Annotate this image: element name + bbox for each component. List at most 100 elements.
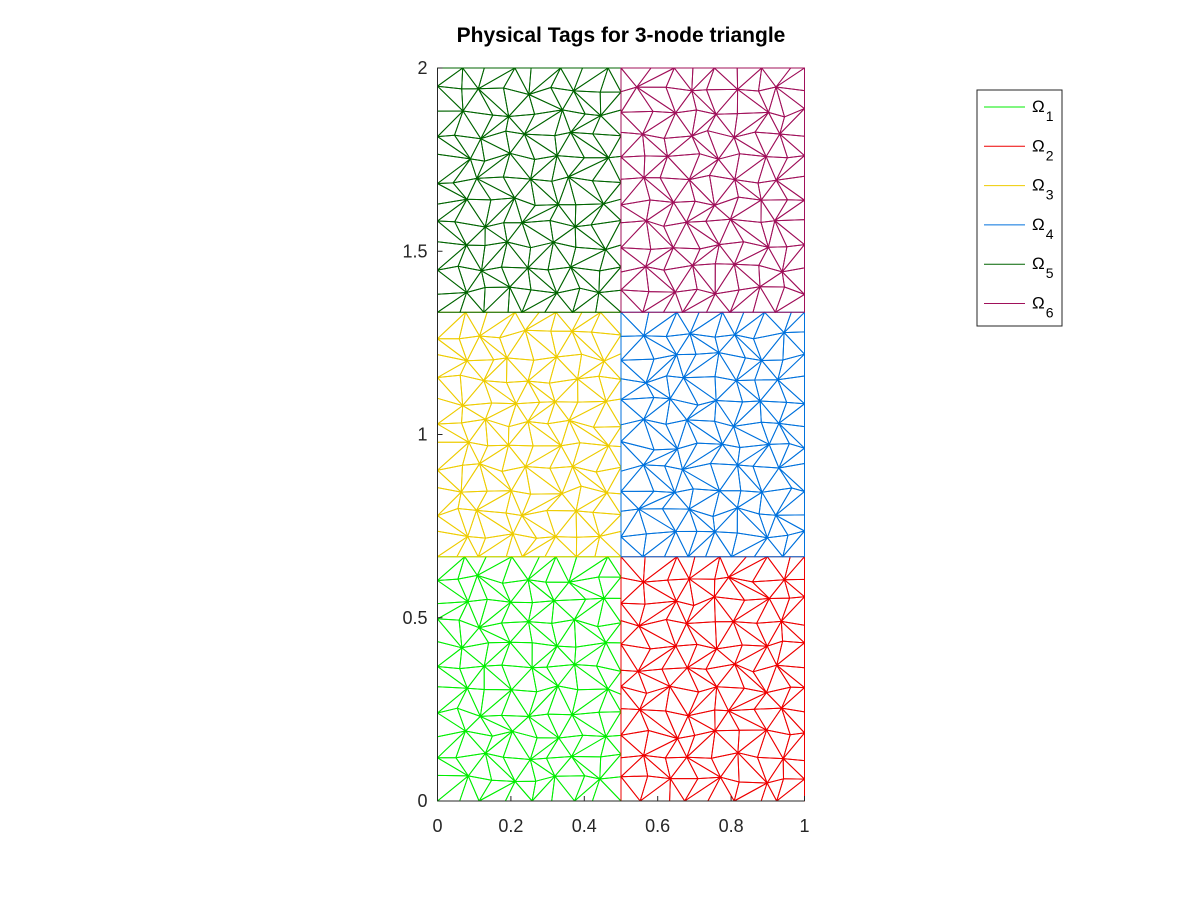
mesh-element: [620, 177, 651, 206]
mesh-element: [501, 621, 529, 643]
mesh-element: [550, 311, 573, 332]
mesh-element: [501, 714, 530, 732]
mesh-element: [643, 397, 671, 420]
legend-label: Ω1: [1032, 97, 1054, 124]
x-tick-label: 0.8: [719, 816, 744, 836]
mesh-element: [752, 664, 778, 694]
mesh-element: [476, 152, 511, 179]
mesh-element: [608, 445, 622, 468]
mesh-element: [783, 578, 805, 598]
mesh-element: [437, 85, 464, 112]
mesh-element: [752, 286, 776, 313]
mesh-element: [603, 597, 622, 624]
mesh-element: [503, 197, 523, 224]
mesh-element: [437, 110, 464, 138]
mesh-element: [549, 466, 574, 495]
mesh-element: [547, 419, 570, 447]
mesh-element: [642, 112, 677, 139]
mesh-element: [551, 155, 569, 182]
mesh-element: [568, 400, 607, 421]
mesh-element: [549, 204, 576, 228]
mesh-element: [774, 286, 805, 313]
mesh-element: [672, 221, 701, 250]
mesh-element: [437, 757, 469, 777]
mesh-element: [620, 620, 640, 645]
x-tick-label: 0.2: [498, 816, 523, 836]
mesh-element: [642, 579, 677, 602]
mesh-element: [665, 311, 691, 337]
mesh-element: [774, 199, 805, 222]
mesh-element: [675, 530, 698, 558]
legend-label: Ω4: [1032, 215, 1054, 242]
mesh-element: [676, 353, 697, 379]
mesh-element: [676, 442, 698, 470]
mesh-element: [476, 509, 514, 535]
mesh-element: [560, 442, 581, 467]
mesh-element: [714, 710, 740, 732]
mesh-element: [663, 291, 684, 313]
mesh-element: [465, 730, 493, 754]
mesh-element: [778, 401, 805, 424]
mesh-element: [716, 663, 745, 689]
mesh-element: [664, 738, 688, 759]
mesh-element: [752, 465, 780, 493]
mesh-element: [781, 686, 805, 709]
mesh-element: [765, 156, 788, 181]
mesh-element: [501, 689, 530, 717]
mesh-element: [546, 664, 576, 687]
mesh-element: [503, 222, 523, 243]
mesh-element: [663, 135, 693, 157]
mesh-element: [597, 597, 622, 628]
mesh-element: [620, 464, 644, 492]
mesh-element: [775, 487, 805, 516]
mesh-element: [661, 508, 690, 532]
mesh-element: [709, 463, 738, 492]
mesh-element: [677, 734, 696, 758]
mesh-element: [620, 199, 651, 222]
mesh-element: [458, 311, 481, 340]
mesh-element: [705, 663, 736, 688]
mesh-element: [783, 331, 805, 355]
mesh-element: [753, 692, 783, 710]
mesh-element: [754, 379, 779, 402]
chart-title: Physical Tags for 3-node triangle: [457, 24, 786, 47]
mesh-element: [674, 264, 698, 293]
mesh-element: [466, 335, 495, 362]
mesh-element: [599, 753, 622, 780]
mesh-element: [675, 109, 697, 137]
mesh-element: [556, 619, 577, 648]
mesh-element: [521, 204, 559, 224]
mesh-element: [665, 685, 689, 717]
mesh-element: [689, 311, 723, 335]
mesh-element: [620, 266, 650, 293]
mesh-element: [598, 289, 622, 313]
y-tick-label: 1: [417, 425, 427, 445]
mesh-element: [714, 531, 738, 558]
mesh-element: [661, 667, 688, 687]
mesh-element: [665, 333, 691, 356]
mesh-element: [620, 177, 645, 206]
mesh-element: [736, 491, 763, 515]
mesh-element: [637, 645, 677, 672]
mesh-element: [620, 399, 645, 426]
legend-entry: Ω1: [984, 97, 1054, 124]
mesh-element: [780, 596, 805, 622]
mesh-element: [460, 463, 481, 493]
mesh-element: [574, 664, 609, 690]
mesh-element: [782, 732, 805, 760]
mesh-element: [675, 90, 697, 114]
mesh-element: [501, 601, 529, 624]
mesh-element: [620, 289, 650, 313]
mesh-element: [643, 448, 678, 466]
mesh-element: [521, 493, 563, 516]
mesh-element: [545, 556, 570, 583]
mesh-element: [480, 114, 510, 140]
mesh-element: [620, 335, 645, 361]
mesh-element: [607, 556, 622, 578]
mesh-element: [620, 508, 640, 538]
legend-box: [976, 89, 1063, 327]
mesh-element: [521, 222, 554, 249]
mesh-element: [529, 737, 560, 760]
mesh-element: [554, 131, 572, 157]
mesh-element: [437, 712, 466, 738]
